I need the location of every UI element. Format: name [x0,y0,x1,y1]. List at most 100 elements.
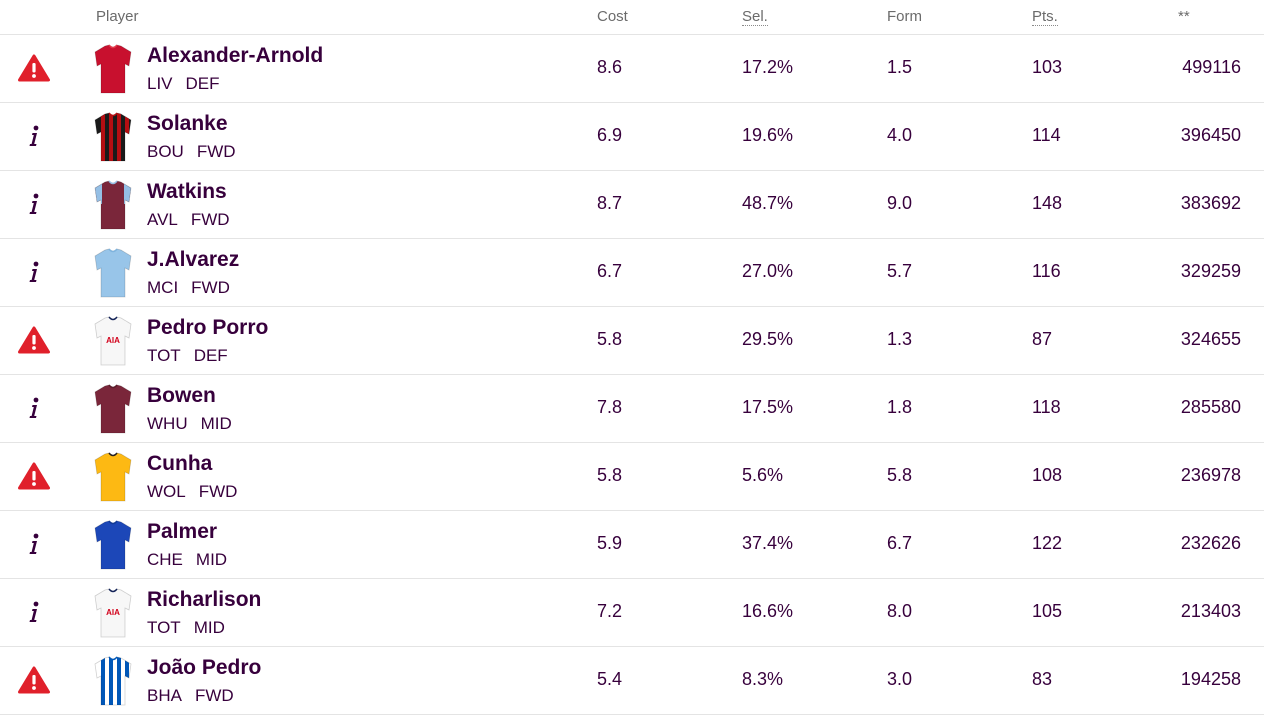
player-name[interactable]: João Pedro [147,656,262,679]
player-team: TOT [147,618,181,637]
table-row[interactable]: AIA Richarlison TOT MID 7.2 16.6% 8.0 105… [0,579,1264,647]
info-icon[interactable] [17,256,51,288]
info-icon-shape [29,125,39,146]
player-name[interactable]: Watkins [147,180,227,203]
player-position: FWD [194,686,234,705]
player-meta: WHU MID [147,414,232,434]
points-cell: 122 [1032,533,1063,553]
player-team: CHE [147,550,183,569]
points-cell: 108 [1032,465,1063,485]
selected-cell: 17.2% [742,57,794,77]
warning-icon[interactable] [17,324,51,356]
info-icon[interactable] [17,528,51,560]
player-meta: LIV DEF [147,74,220,94]
header-stat[interactable]: ** [1178,8,1190,25]
warning-icon-shape [18,666,50,694]
form-cell: 8.0 [887,601,913,621]
table-row[interactable]: Cunha WOL FWD 5.8 5.6% 5.8 108 236978 [0,443,1264,511]
cost-cell: 7.8 [597,397,623,417]
player-position: DEF [185,74,220,93]
cost-cell: 8.6 [597,57,623,77]
player-name[interactable]: Palmer [147,520,218,543]
shirt-shape [94,316,132,366]
player-team: WHU [147,414,188,433]
header-cost[interactable]: Cost [597,8,628,25]
player-team: LIV [147,74,173,93]
form-cell: 6.7 [887,533,913,553]
player-name[interactable]: Alexander-Arnold [147,44,324,67]
shirt-shape [94,452,132,502]
player-meta: BHA FWD [147,686,234,706]
info-icon[interactable] [17,120,51,152]
table-row[interactable]: Alexander-Arnold LIV DEF 8.6 17.2% 1.5 10… [0,35,1264,103]
stat-cell: 213403 [1180,601,1241,621]
table-header: Player Cost Sel. Form Pts. ** [0,0,1264,35]
player-name[interactable]: Bowen [147,384,216,407]
info-icon[interactable] [17,392,51,424]
shirt-shape [94,384,132,434]
shirt-sponsor-logo: AIA [106,608,120,617]
stat-cell: 232626 [1180,533,1241,553]
player-name[interactable]: Solanke [147,112,228,135]
info-icon-shape [29,397,39,418]
info-icon-shape [29,193,39,214]
cost-cell: 5.4 [597,669,623,689]
header-points[interactable]: Pts. [1032,8,1058,26]
player-position: MID [193,618,225,637]
shirt-shape [94,112,132,162]
table-row[interactable]: J.Alvarez MCI FWD 6.7 27.0% 5.7 116 32925… [0,239,1264,307]
player-team: AVL [147,210,178,229]
info-icon-shape [29,601,39,622]
warning-icon[interactable] [17,52,51,84]
player-name[interactable]: Cunha [147,452,213,475]
team-shirt-icon [94,248,132,298]
warning-icon[interactable] [17,664,51,696]
team-shirt-icon [94,452,132,502]
points-cell: 103 [1032,57,1063,77]
cost-cell: 5.8 [597,329,623,349]
team-shirt-icon [94,44,132,94]
shirt-sponsor-logo: AIA [106,336,120,345]
form-cell: 9.0 [887,193,913,213]
selected-cell: 16.6% [742,601,794,621]
table-row[interactable]: AIA Pedro Porro TOT DEF 5.8 29.5% 1.3 87 … [0,307,1264,375]
table-row[interactable]: Bowen WHU MID 7.8 17.5% 1.8 118 285580 [0,375,1264,443]
table-body: Alexander-Arnold LIV DEF 8.6 17.2% 1.5 10… [0,35,1264,715]
header-player[interactable]: Player [96,8,139,25]
selected-cell: 8.3% [742,669,784,689]
table-row[interactable]: Solanke BOU FWD 6.9 19.6% 4.0 114 396450 [0,103,1264,171]
table-row[interactable]: Palmer CHE MID 5.9 37.4% 6.7 122 232626 [0,511,1264,579]
team-shirt-icon [94,180,132,230]
shirt-shape [94,248,132,298]
header-selected[interactable]: Sel. [742,8,768,26]
stat-cell: 383692 [1180,193,1241,213]
points-cell: 87 [1032,329,1053,349]
form-cell: 3.0 [887,669,913,689]
warning-icon[interactable] [17,460,51,492]
player-team: BOU [147,142,184,161]
table-row[interactable]: João Pedro BHA FWD 5.4 8.3% 3.0 83 194258 [0,647,1264,715]
header-form[interactable]: Form [887,8,922,25]
info-icon[interactable] [17,596,51,628]
player-name[interactable]: Pedro Porro [147,316,269,339]
team-shirt-icon [94,656,132,706]
points-cell: 118 [1032,397,1061,417]
form-cell: 4.0 [887,125,913,145]
player-team: WOL [147,482,186,501]
player-position: MID [200,414,232,433]
player-name[interactable]: J.Alvarez [147,248,240,271]
points-cell: 83 [1032,669,1053,689]
shirt-shape [94,656,132,706]
player-position: FWD [196,142,236,161]
player-name[interactable]: Richarlison [147,588,262,611]
info-icon[interactable] [17,188,51,220]
player-meta: TOT MID [147,618,225,638]
selected-cell: 17.5% [742,397,794,417]
selected-cell: 37.4% [742,533,794,553]
table-row[interactable]: Watkins AVL FWD 8.7 48.7% 9.0 148 383692 [0,171,1264,239]
cost-cell: 7.2 [597,601,623,621]
selected-cell: 48.7% [742,193,794,213]
points-cell: 114 [1032,125,1061,145]
cost-cell: 6.7 [597,261,623,281]
